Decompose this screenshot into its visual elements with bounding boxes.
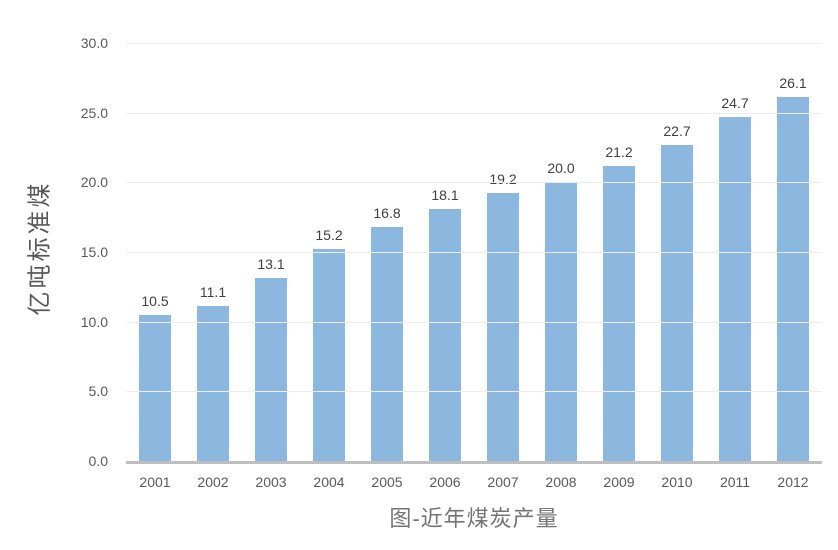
bar: [429, 208, 461, 461]
plot-area: 10.5 2001 11.1 2002 13.1 2003 15.2 2004 16.8 2005…: [126, 43, 822, 489]
bar: [197, 306, 229, 461]
x-tick-label: 2012: [777, 474, 809, 490]
y-tick-label: 10.0: [80, 313, 108, 330]
bar: [487, 193, 519, 461]
bar-column: 26.1 2012: [764, 43, 822, 489]
bar-value-label: 15.2: [315, 227, 343, 244]
bar: [719, 116, 751, 461]
x-tick-label: 2006: [429, 474, 461, 490]
bar-column: 15.2 2004: [300, 43, 358, 489]
bar-column: 13.1 2003: [242, 43, 300, 489]
x-tick-label: 2010: [661, 474, 693, 490]
y-axis-ticks: 0.0 5.0 10.0 15.0 20.0 25.0 30.0: [40, 36, 108, 468]
bar-value-label: 10.5: [141, 292, 169, 309]
bar-value-label: 13.1: [257, 256, 285, 273]
bar-column: 10.5 2001: [126, 43, 184, 489]
y-tick-label: 0.0: [88, 453, 108, 469]
gridline: [126, 182, 822, 184]
bar-value-label: 19.2: [489, 171, 517, 188]
bar-value-label: 21.2: [605, 143, 633, 160]
bar: [313, 249, 345, 461]
x-tick-label: 2007: [487, 474, 519, 490]
bar-value-label: 16.8: [373, 204, 401, 221]
bar-value-label: 20.0: [547, 160, 575, 177]
bar-column: 24.7 2011: [706, 43, 764, 489]
gridline: [126, 391, 822, 393]
x-tick-label: 2008: [545, 474, 577, 490]
x-tick-label: 2002: [197, 474, 229, 490]
y-tick-label: 25.0: [80, 104, 108, 121]
y-tick-label: 20.0: [80, 174, 108, 191]
y-tick-label: 15.0: [80, 244, 108, 260]
bar-column: 21.2 2009: [590, 43, 648, 489]
x-tick-label: 2009: [603, 474, 635, 490]
bar: [139, 314, 171, 461]
bar: [371, 226, 403, 461]
bar-value-label: 11.1: [199, 284, 227, 301]
x-tick-label: 2001: [139, 474, 171, 490]
bar-column: 11.1 2002: [184, 43, 242, 489]
gridline: [126, 43, 822, 44]
bar-column: 16.8 2005: [358, 43, 416, 489]
bar: [777, 97, 809, 461]
bar-value-label: 22.7: [663, 122, 691, 139]
chart-title: 图-近年煤炭产量: [389, 506, 559, 531]
gridline: [126, 252, 822, 253]
bar-value-label: 24.7: [721, 94, 749, 111]
bar: [255, 278, 287, 461]
x-tick-label: 2003: [255, 474, 287, 490]
gridline: [126, 321, 822, 323]
bar-value-label: 26.1: [779, 75, 807, 92]
bar: [661, 144, 693, 461]
bar: [603, 165, 635, 461]
y-tick-label: 5.0: [88, 383, 108, 400]
y-tick-label: 30.0: [80, 35, 108, 51]
bar-column: 19.2 2007: [474, 43, 532, 489]
x-tick-label: 2004: [313, 474, 345, 490]
bar-value-label: 18.1: [431, 186, 459, 203]
x-tick-label: 2011: [719, 474, 751, 490]
bar-column: 18.1 2006: [416, 43, 474, 489]
gridline: [126, 112, 822, 114]
x-tick-label: 2005: [371, 474, 403, 490]
bar-column: 22.7 2010: [648, 43, 706, 489]
